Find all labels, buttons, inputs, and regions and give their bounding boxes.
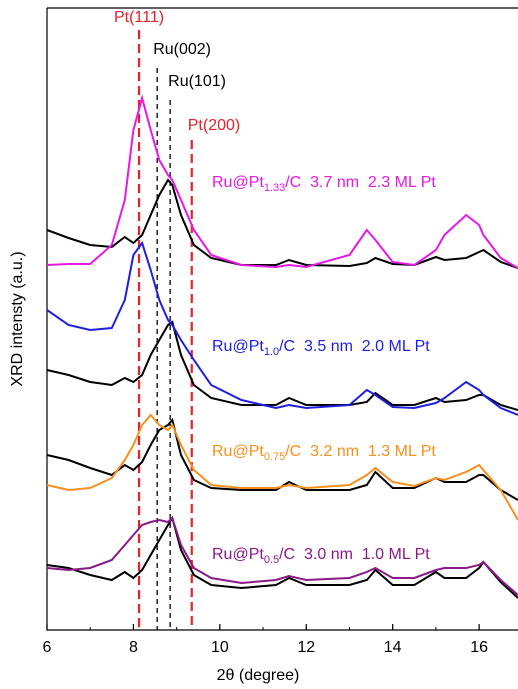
label-sub: 0.75	[264, 451, 285, 463]
x-tick-label: 10	[211, 639, 229, 656]
x-tick-label: 8	[129, 639, 138, 656]
label-prefix: Ru@Pt	[212, 546, 264, 563]
label-prefix: Ru@Pt	[212, 174, 264, 191]
label-sub: 0.5	[264, 554, 279, 566]
series-line	[46, 515, 518, 599]
label-rest: /C 3.0 nm 1.0 ML Pt	[279, 546, 430, 563]
y-axis-label: XRD intensty (a.u.)	[9, 251, 26, 386]
series-label: Ru@Pt0.75/C 3.2 nm 1.3 ML Pt	[212, 443, 436, 463]
series-line	[46, 516, 518, 596]
x-tick-label: 16	[470, 639, 488, 656]
x-tick-label: 12	[297, 639, 315, 656]
label-sub: 1.33	[264, 182, 285, 194]
x-tick-label: 14	[384, 639, 402, 656]
annotation: Pt(200)	[188, 117, 240, 134]
x-axis-label: 2θ (degree)	[217, 667, 300, 684]
label-rest: /C 3.7 nm 2.3 ML Pt	[285, 174, 436, 191]
series-line	[46, 94, 518, 269]
series-label: Ru@Pt1.0/C 3.5 nm 2.0 ML Pt	[212, 338, 430, 358]
series-line	[46, 240, 518, 416]
axis-frame	[46, 7, 518, 631]
label-rest: /C 3.5 nm 2.0 ML Pt	[279, 338, 430, 355]
series-label: Ru@Pt0.5/C 3.0 nm 1.0 ML Pt	[212, 546, 430, 566]
label-prefix: Ru@Pt	[212, 443, 264, 460]
label-rest: /C 3.2 nm 1.3 ML Pt	[285, 443, 436, 460]
series-label: Ru@Pt1.33/C 3.7 nm 2.3 ML Pt	[212, 174, 436, 194]
label-prefix: Ru@Pt	[212, 338, 264, 355]
annotation: Pt(111)	[114, 9, 164, 26]
series-line	[46, 413, 518, 521]
annotation: Ru(101)	[168, 73, 226, 90]
annotation: Ru(002)	[153, 41, 211, 58]
label-sub: 1.0	[264, 346, 279, 358]
x-tick-label: 6	[43, 639, 52, 656]
series-line	[46, 417, 518, 501]
